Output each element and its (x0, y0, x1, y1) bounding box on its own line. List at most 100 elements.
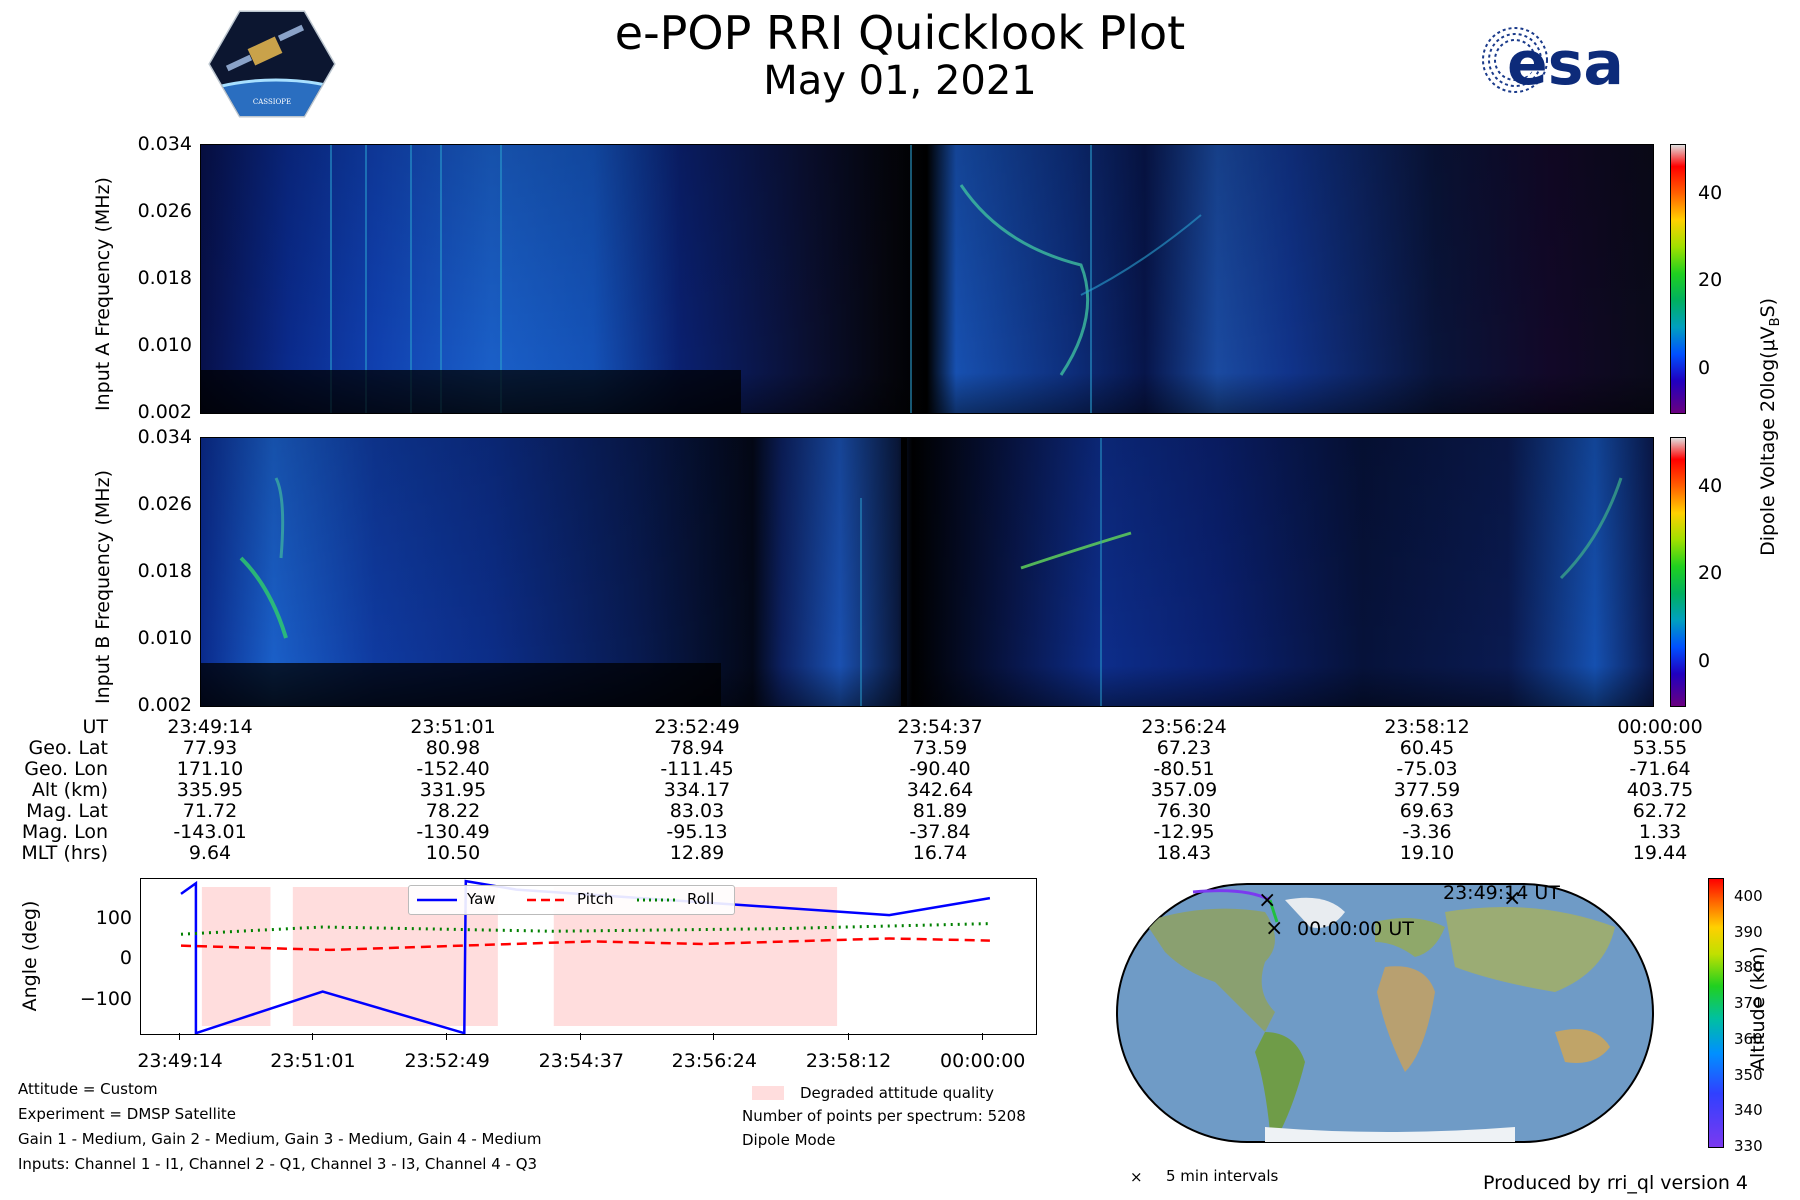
ephemeris-cell: 00:00:00 (1617, 716, 1703, 738)
esa-text: esa (1507, 29, 1624, 96)
colorbar-label: Dipole Voltage 20log(μVBS) (1757, 297, 1783, 556)
att-ytick-m100: −100 (79, 988, 132, 1010)
att-xtick-mark (847, 1033, 849, 1040)
cbar-a-tick-20: 20 (1698, 269, 1723, 291)
ephemeris-cell: -3.36 (1402, 821, 1452, 843)
spectrogram-input-a (200, 144, 1654, 414)
ephemeris-cell: -111.45 (660, 758, 734, 780)
ephemeris-cell: -152.40 (416, 758, 490, 780)
legend-pitch: Pitch (577, 890, 614, 908)
ephemeris-cell: 83.03 (669, 800, 725, 822)
ephemeris-cell: 81.89 (912, 800, 968, 822)
cbar-a-tick-0: 0 (1698, 357, 1711, 379)
dipole-mode: Dipole Mode (742, 1131, 836, 1149)
altitude-tick: 330 (1734, 1137, 1763, 1155)
degraded-swatch (752, 1086, 784, 1100)
ytick-b-4: 0.034 (137, 426, 192, 448)
ytick-b-3: 0.026 (137, 493, 192, 515)
ytick-a-2: 0.018 (137, 267, 192, 289)
att-xtick-mark (311, 1033, 313, 1040)
ephemeris-cell: 342.64 (906, 779, 974, 801)
ephemeris-cell: -12.95 (1153, 821, 1215, 843)
map-start-label: 23:49:14 UT (1443, 882, 1560, 904)
info-left: Attitude = Custom Experiment = DMSP Sate… (18, 1077, 542, 1177)
att-xtick-label: 23:49:14 (137, 1050, 223, 1072)
spectrogram-input-b (200, 437, 1654, 707)
info-inputs: Inputs: Channel 1 - I1, Channel 2 - Q1, … (18, 1155, 538, 1173)
attitude-ylabel: Angle (deg) (19, 900, 41, 1012)
att-xtick-mark (446, 1033, 448, 1040)
ephemeris-cell: 23:49:14 (167, 716, 253, 738)
ephemeris-cell: 331.95 (419, 779, 487, 801)
ephemeris-cell: 73.59 (912, 737, 968, 759)
ephemeris-cell: -80.51 (1153, 758, 1215, 780)
ytick-b-2: 0.018 (137, 560, 192, 582)
altitude-tick: 400 (1734, 886, 1763, 905)
info-gain: Gain 1 - Medium, Gain 2 - Medium, Gain 3… (18, 1130, 542, 1148)
colorbar-b (1670, 437, 1686, 707)
info-attitude: Attitude = Custom (18, 1080, 158, 1098)
degraded-label: Degraded attitude quality (800, 1084, 995, 1102)
series-roll (180, 922, 990, 936)
att-xtick-label: 23:54:37 (538, 1050, 624, 1072)
plot-title: e-POP RRI Quicklook Plot (614, 6, 1186, 60)
ephemeris-column: 23:51:01 80.98 -152.40 331.95 78.22 -130.49 10… (368, 717, 538, 864)
att-ytick-100: 100 (95, 907, 132, 929)
ephemeris-cell: 23:56:24 (1141, 716, 1227, 738)
altitude-tick: 370 (1734, 994, 1763, 1013)
ephemeris-cell: 9.64 (188, 842, 232, 864)
map-end-label: 00:00:00 UT (1297, 918, 1414, 940)
ephemeris-column: 23:58:12 60.45 -75.03 377.59 69.63 -3.36 19.10 (1342, 717, 1512, 864)
altitude-label: Altitude (km) (1747, 946, 1769, 1071)
ephemeris-cell: 357.09 (1150, 779, 1218, 801)
att-xtick-mark (713, 1033, 715, 1040)
ephemeris-cell: 334.17 (663, 779, 731, 801)
ephemeris-column: 23:54:37 73.59 -90.40 342.64 81.89 -37.84 16.7… (855, 717, 1025, 864)
ytick-a-4: 0.034 (137, 133, 192, 155)
interval-label: 5 min intervals (1166, 1167, 1279, 1185)
esa-logo: esa (1475, 24, 1695, 99)
ephemeris-cell: -37.84 (909, 821, 971, 843)
ephemeris-cell: 78.94 (669, 737, 725, 759)
plot-date: May 01, 2021 (763, 58, 1037, 104)
ytick-a-0: 0.002 (137, 401, 192, 423)
ephemeris-cell: 12.89 (669, 842, 725, 864)
altitude-tick: 360 (1734, 1029, 1763, 1048)
map-marker-end: × (1265, 916, 1283, 941)
ephemeris-column: 23:52:49 78.94 -111.45 334.17 83.03 -95.13 12.… (612, 717, 782, 864)
ephemeris-cell: 53.55 (1632, 737, 1688, 759)
ephemeris-labels: UT Geo. Lat Geo. Lon Alt (km) Mag. Lat M… (21, 716, 108, 864)
legend-roll: Roll (687, 890, 715, 908)
ephemeris-cell: -130.49 (416, 821, 490, 843)
attitude-plot: Yaw Pitch Roll (134, 878, 1037, 1035)
ephemeris-column: 23:49:14 77.93 171.10 335.95 71.72 -143.01 9.6… (125, 717, 295, 864)
legend-yaw: Yaw (467, 890, 496, 908)
att-xtick-label: 00:00:00 (940, 1050, 1026, 1072)
att-ytick-0: 0 (119, 947, 132, 969)
ephemeris-cell: 10.50 (425, 842, 481, 864)
altitude-colorbar (1708, 878, 1724, 1148)
altitude-tick: 390 (1734, 922, 1763, 941)
ephemeris-cell: 335.95 (176, 779, 244, 801)
ephemeris-cell: 78.22 (425, 800, 481, 822)
points-label: Number of points per spectrum: 5208 (742, 1107, 1026, 1125)
cbar-b-tick-40: 40 (1698, 475, 1723, 497)
cbar-b-tick-0: 0 (1698, 650, 1711, 672)
cassiope-logo: CASSIOPE (206, 8, 338, 120)
cassiope-text: CASSIOPE (253, 98, 291, 106)
ephemeris-cell: 16.74 (912, 842, 968, 864)
att-xtick-label: 23:58:12 (805, 1050, 892, 1072)
ephemeris-cell: -90.40 (909, 758, 971, 780)
ephemeris-cell: 1.33 (1638, 821, 1682, 843)
map-marker-date: × (1503, 886, 1521, 911)
colorbar-a (1670, 144, 1686, 414)
ephemeris-cell: 71.72 (182, 800, 238, 822)
ephemeris-cell: 23:54:37 (897, 716, 983, 738)
cbar-b-tick-20: 20 (1698, 562, 1723, 584)
altitude-tick: 340 (1734, 1101, 1763, 1120)
ephemeris-cell: -75.03 (1396, 758, 1458, 780)
ephemeris-cell: 171.10 (176, 758, 244, 780)
ytick-a-3: 0.026 (137, 200, 192, 222)
ephemeris-cell: 69.63 (1399, 800, 1455, 822)
ephemeris-column: 00:00:00 53.55 -71.64 403.75 62.72 1.33 19.44 (1575, 717, 1745, 864)
